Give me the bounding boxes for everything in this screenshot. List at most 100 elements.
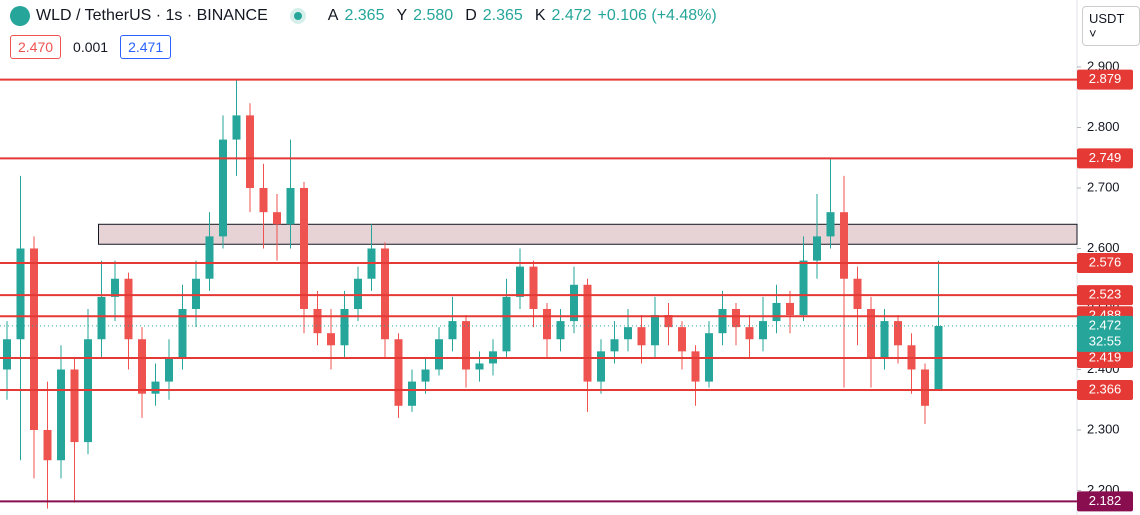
candle-body	[570, 284, 578, 322]
candle-body	[880, 321, 889, 358]
y-tick-label: 2.300	[1087, 421, 1120, 436]
candle-body	[16, 248, 25, 340]
high-value: 2.580	[413, 7, 454, 24]
candle-body	[381, 248, 389, 340]
candle-body	[624, 327, 632, 340]
candle-body	[421, 369, 430, 382]
candle-body	[799, 260, 808, 316]
level-label: 2.523	[1089, 287, 1122, 302]
candle-body	[192, 278, 200, 309]
level-label: 2.879	[1089, 71, 1122, 86]
candle-body	[678, 327, 686, 352]
zone	[98, 223, 1078, 245]
candle-body	[300, 187, 308, 309]
currency-select[interactable]: USDT ˅	[1082, 6, 1140, 46]
candle-body	[273, 212, 281, 225]
spread: 0.001	[73, 39, 109, 55]
candle-body	[475, 363, 484, 370]
candle-body	[165, 357, 173, 382]
y-tick-label: 2.700	[1087, 179, 1120, 194]
candle-body	[205, 236, 214, 279]
candle-body	[340, 308, 349, 346]
candle-body	[921, 369, 929, 406]
symbol-header: WLD / TetherUS · 1s · BINANCE A 2.365 Y 2.…	[10, 6, 717, 26]
logo	[10, 6, 30, 26]
candle-body	[894, 321, 902, 346]
candle-body	[151, 381, 160, 394]
candle-body	[786, 302, 794, 316]
candle-body	[462, 321, 470, 370]
close-label: K	[534, 7, 546, 24]
countdown: 32:55	[1089, 333, 1122, 348]
candle-body	[43, 429, 52, 461]
candle-body	[597, 351, 605, 382]
candle-body	[3, 339, 11, 370]
high-label: Y	[396, 7, 408, 24]
candle-body	[529, 266, 538, 309]
sell-button[interactable]: 2.470	[10, 35, 62, 59]
level-tag	[1077, 285, 1133, 306]
candle-body	[826, 212, 835, 237]
candle-body	[853, 278, 862, 309]
candle-body	[556, 321, 565, 340]
candle-body	[516, 266, 524, 297]
symbol-title[interactable]: WLD / TetherUS · 1s · BINANCE	[36, 7, 268, 24]
candle-body	[759, 321, 767, 340]
change: +0.106 (+4.48%)	[597, 7, 717, 24]
candle-body	[664, 315, 673, 328]
close-value: 2.472	[551, 7, 592, 24]
candle-body	[138, 339, 146, 394]
low-value: 2.365	[482, 7, 523, 24]
y-tick-label: 2.800	[1087, 119, 1120, 134]
candle-body	[745, 327, 754, 340]
candle-body	[178, 308, 187, 358]
candle-body	[57, 369, 65, 461]
level-label: 2.749	[1089, 150, 1122, 165]
y-tick-label: 2.600	[1087, 240, 1120, 255]
candle-body	[867, 308, 875, 358]
low-label: D	[465, 7, 477, 24]
candle-body	[840, 212, 848, 279]
trade-buttons: 2.470 0.001 2.471	[10, 35, 172, 59]
candle-body	[111, 278, 119, 297]
candle-body	[408, 381, 416, 406]
candle-body	[394, 339, 403, 406]
level-label: 2.576	[1089, 254, 1122, 269]
candle-body	[354, 278, 362, 309]
open-label: A	[327, 7, 339, 24]
candle-body	[448, 321, 457, 340]
open-value: 2.365	[344, 7, 385, 24]
candle-body	[772, 302, 781, 322]
candle-body	[286, 187, 295, 225]
candle-body	[610, 339, 619, 352]
level-tag	[1077, 347, 1133, 368]
level-tag	[1077, 491, 1133, 512]
currency: USDT	[1089, 11, 1125, 26]
candle-body	[30, 248, 38, 430]
status-dot	[293, 12, 302, 20]
candle-body	[583, 284, 592, 382]
buy-button[interactable]: 2.471	[120, 35, 172, 59]
candle-body	[435, 339, 443, 370]
last-price-label: 2.472	[1089, 317, 1122, 332]
level-label: 2.182	[1089, 493, 1122, 508]
last-price-tag	[1077, 315, 1133, 352]
candle-body	[70, 369, 79, 443]
level-tag	[1077, 253, 1133, 274]
candle-body	[502, 296, 511, 352]
level-tag	[1077, 69, 1133, 90]
candle-body	[124, 278, 133, 340]
candle-body	[327, 333, 335, 346]
candle-body	[813, 236, 821, 261]
level-label: 2.366	[1089, 381, 1122, 396]
candle-body	[651, 315, 659, 346]
level-tag	[1077, 380, 1133, 401]
candle-body	[691, 351, 700, 382]
candle-body	[718, 308, 727, 334]
candle-body	[246, 115, 254, 188]
candle-body	[313, 308, 322, 334]
candle-body	[259, 187, 268, 213]
candle-body	[219, 139, 227, 237]
